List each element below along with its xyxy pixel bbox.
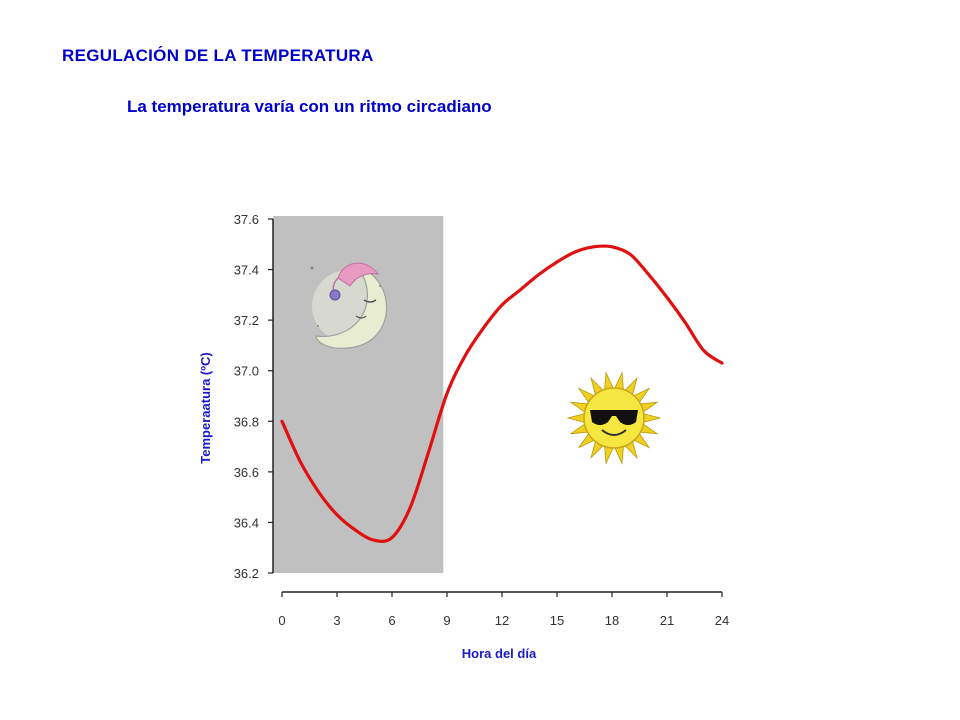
x-tick-label: 15 bbox=[550, 613, 564, 628]
x-axis: 0 3 6 9 12 15 18 21 24 bbox=[278, 591, 729, 628]
x-tick-label: 18 bbox=[605, 613, 619, 628]
y-tick-label: 36.4 bbox=[234, 515, 259, 530]
temperature-curve bbox=[280, 244, 724, 543]
x-tick-label: 3 bbox=[333, 613, 340, 628]
sun-with-sunglasses-icon bbox=[566, 371, 662, 465]
y-tick-label: 37.6 bbox=[234, 212, 259, 227]
x-tick-label: 12 bbox=[495, 613, 509, 628]
x-axis-label: Hora del día bbox=[462, 646, 537, 661]
x-tick-label: 9 bbox=[443, 613, 450, 628]
y-axis: 36.2 36.4 36.6 36.8 37.0 37.2 37.4 37.6 bbox=[234, 212, 274, 581]
x-tick-label: 0 bbox=[278, 613, 285, 628]
x-tick-label: 6 bbox=[388, 613, 395, 628]
y-tick-label: 37.2 bbox=[234, 313, 259, 328]
page-subtitle: La temperatura varía con un ritmo circad… bbox=[127, 97, 492, 116]
x-tick-label: 24 bbox=[715, 613, 729, 628]
y-tick-label: 37.0 bbox=[234, 364, 259, 379]
y-tick-label: 36.2 bbox=[234, 566, 259, 581]
y-tick-label: 37.4 bbox=[234, 263, 259, 278]
x-tick-label: 21 bbox=[660, 613, 674, 628]
y-axis-label: Temperaatura (ºC) bbox=[198, 352, 213, 463]
page-title: REGULACIÓN DE LA TEMPERATURA bbox=[62, 46, 374, 65]
y-tick-label: 36.6 bbox=[234, 465, 259, 480]
sleeping-moon-icon bbox=[310, 262, 388, 349]
y-tick-label: 36.8 bbox=[234, 414, 259, 429]
